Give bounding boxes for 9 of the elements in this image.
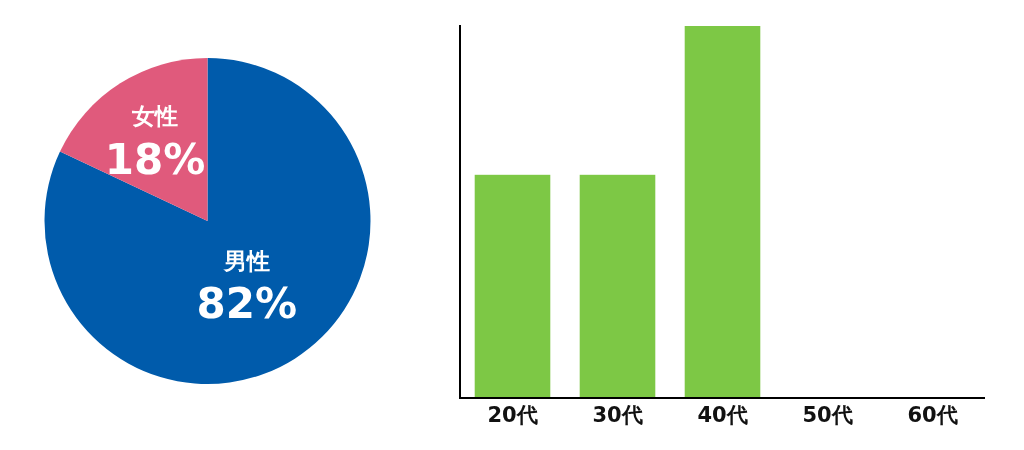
x-tick-label: 50代 xyxy=(802,403,853,427)
x-tick-label: 60代 xyxy=(907,403,958,427)
slice-label: 女性 xyxy=(131,103,179,130)
data-label: 18% xyxy=(104,134,206,184)
x-tick-label: 20代 xyxy=(487,403,538,427)
data-label: 82% xyxy=(196,279,298,329)
x-tick-label: 30代 xyxy=(592,403,643,427)
slice-label: 男性 xyxy=(222,247,270,274)
x-tick-label: 40代 xyxy=(697,403,748,427)
